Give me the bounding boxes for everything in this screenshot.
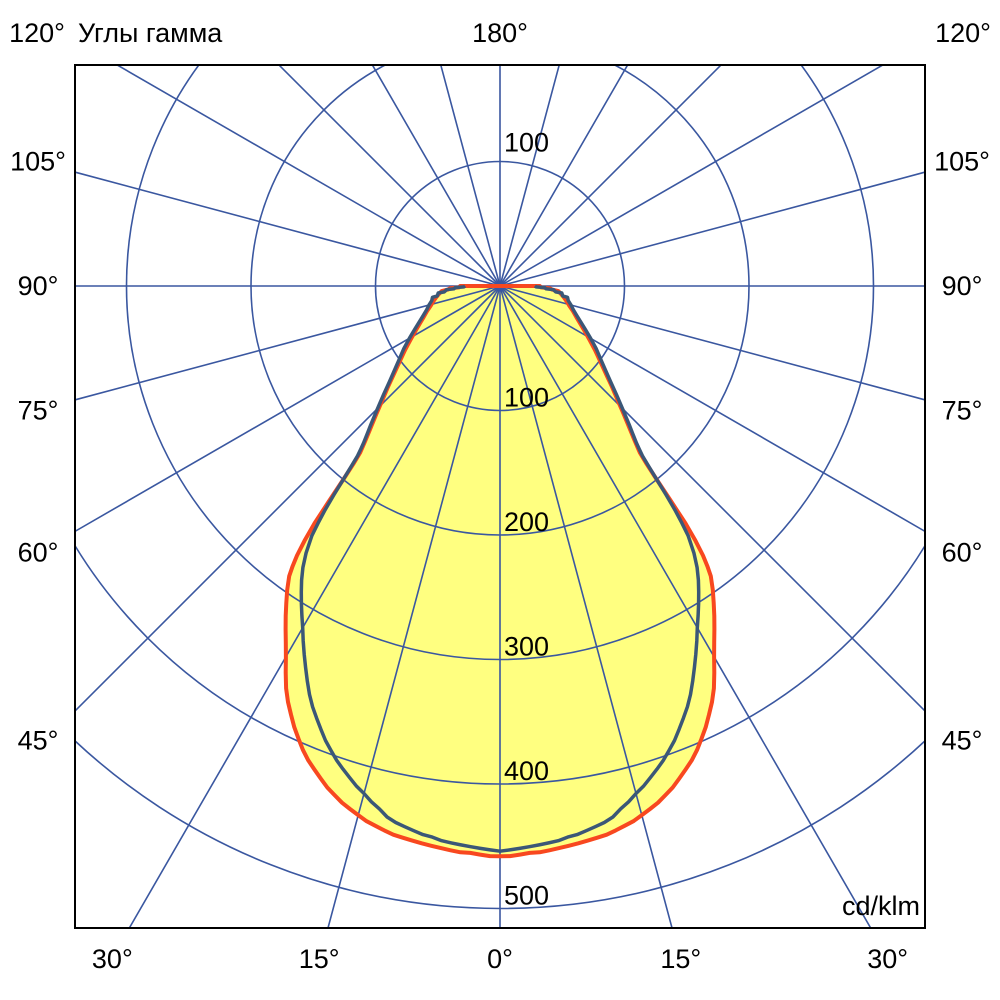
grid-spoke: [499, 65, 629, 287]
grid-spoke: [439, 65, 501, 287]
grid-spoke: [499, 285, 872, 928]
grid-spoke: [499, 65, 885, 287]
grid-spoke: [499, 65, 561, 287]
ring-label-100: 100: [504, 383, 549, 413]
angle-label-left-90: 90°: [18, 271, 59, 301]
angle-label-bottom-4: 30°: [867, 944, 908, 974]
ring-label-500: 500: [504, 881, 549, 911]
angle-label-bottom-2: 0°: [487, 944, 513, 974]
angle-label-top-right-120: 120°: [935, 18, 991, 48]
grid-spoke: [115, 65, 501, 287]
grid-spoke: [75, 285, 501, 713]
grid-spoke: [75, 171, 501, 287]
grid-spoke: [499, 285, 673, 928]
grid-spoke: [75, 285, 501, 401]
angle-label-top-left-120: 120°: [9, 18, 65, 48]
ring-label-top-100: 100: [504, 128, 549, 158]
angle-label-right-105: 105°: [934, 146, 990, 176]
grid-spoke: [499, 171, 925, 287]
angle-label-right-75: 75°: [942, 396, 983, 426]
angle-label-top-180: 180°: [472, 18, 528, 48]
angle-label-bottom-1: 15°: [299, 944, 340, 974]
angle-label-left-60: 60°: [18, 537, 59, 567]
angle-label-right-60: 60°: [942, 537, 983, 567]
angle-label-left-75: 75°: [18, 396, 59, 426]
grid-spoke: [499, 285, 925, 401]
angle-label-bottom-0: 30°: [92, 944, 133, 974]
grid-spoke: [499, 285, 925, 533]
angle-label-right-45: 45°: [942, 726, 983, 756]
grid-spoke: [499, 285, 925, 713]
ring-label-400: 400: [504, 756, 549, 786]
plot-border: [74, 64, 926, 929]
angle-label-left-45: 45°: [18, 726, 59, 756]
grid-spoke: [371, 65, 501, 287]
angle-label-bottom-3: 15°: [660, 944, 701, 974]
grid-spoke: [75, 285, 501, 533]
angle-label-right-90: 90°: [942, 271, 983, 301]
angle-label-left-105: 105°: [10, 146, 66, 176]
inner-intensity-curve: [299, 284, 701, 853]
grid-spoke: [277, 65, 501, 287]
chart-title-gamma-angles: Углы гамма: [78, 18, 223, 48]
grid-spoke: [128, 285, 501, 928]
grid-spoke: [499, 65, 723, 287]
grid-spoke: [327, 285, 501, 928]
unit-label-cdklm: cd/klm: [842, 891, 920, 921]
ring-label-300: 300: [504, 632, 549, 662]
ring-label-200: 200: [504, 507, 549, 537]
